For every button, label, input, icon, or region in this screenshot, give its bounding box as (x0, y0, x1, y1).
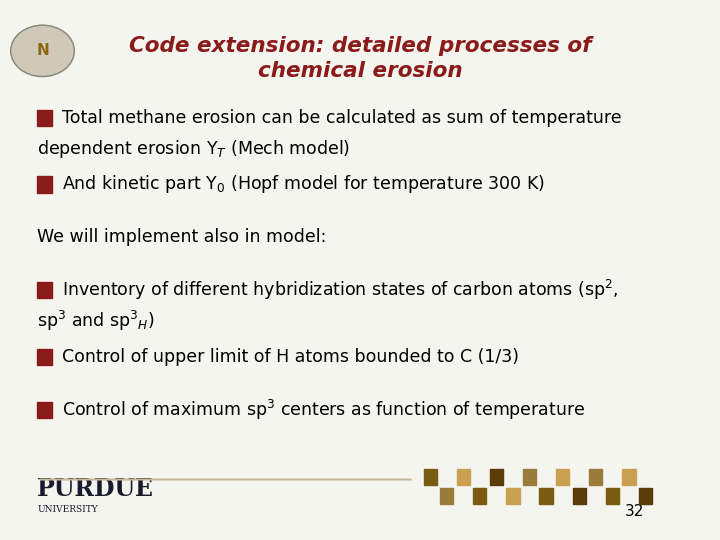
Bar (606, 488, 619, 504)
Text: And kinetic part Y$_0$ (Hopf model for temperature 300 K): And kinetic part Y$_0$ (Hopf model for t… (63, 173, 546, 195)
Bar (490, 469, 503, 485)
Text: sp$^3$ and sp$^3$$_H$): sp$^3$ and sp$^3$$_H$) (37, 309, 155, 333)
Bar (37, 177, 52, 192)
Text: Total methane erosion can be calculated as sum of temperature: Total methane erosion can be calculated … (63, 109, 622, 127)
Bar (539, 488, 553, 504)
Bar (622, 469, 636, 485)
Bar (556, 469, 570, 485)
Bar (37, 402, 52, 418)
Text: Control of upper limit of H atoms bounded to C (1/3): Control of upper limit of H atoms bounde… (63, 348, 519, 366)
Text: Inventory of different hybridization states of carbon atoms (sp$^2$,: Inventory of different hybridization sta… (63, 278, 619, 302)
Circle shape (11, 25, 74, 77)
Bar (572, 488, 586, 504)
Text: 32: 32 (625, 504, 644, 519)
Bar (523, 469, 536, 485)
Bar (37, 348, 52, 364)
Text: We will implement also in model:: We will implement also in model: (37, 228, 327, 246)
Bar (423, 469, 437, 485)
Text: N: N (36, 43, 49, 58)
Bar (440, 488, 454, 504)
Text: dependent erosion Y$_T$ (Mech model): dependent erosion Y$_T$ (Mech model) (37, 138, 351, 160)
Text: Code extension: detailed processes of: Code extension: detailed processes of (130, 36, 592, 56)
Bar (37, 282, 52, 298)
Bar (456, 469, 470, 485)
Text: chemical erosion: chemical erosion (258, 61, 463, 81)
Text: PURDUE: PURDUE (37, 477, 154, 501)
Bar (506, 488, 520, 504)
Text: Control of maximum sp$^3$ centers as function of temperature: Control of maximum sp$^3$ centers as fun… (63, 398, 586, 422)
Text: UNIVERSITY: UNIVERSITY (37, 505, 98, 514)
Bar (639, 488, 652, 504)
Bar (473, 488, 487, 504)
Bar (37, 110, 52, 126)
Bar (589, 469, 603, 485)
